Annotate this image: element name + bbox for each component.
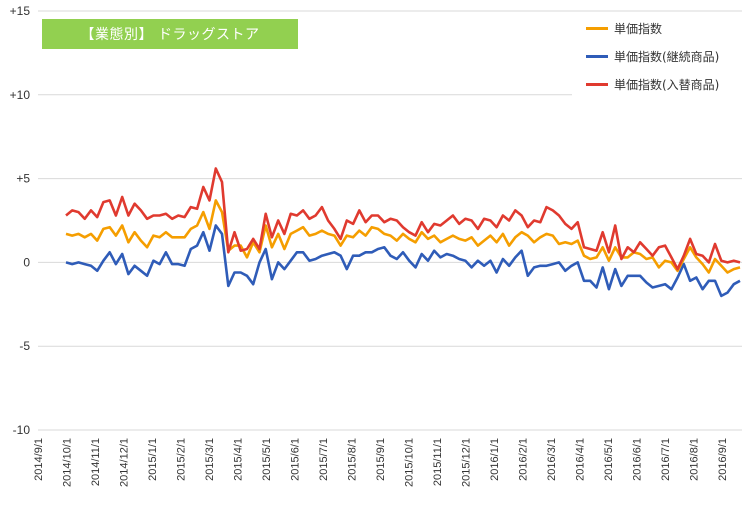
x-tick-label: 2016/9/1 [717, 438, 729, 481]
x-tick-label: 2015/6/1 [290, 438, 302, 481]
legend-swatch-replaced [586, 82, 608, 86]
y-tick-label: -10 [13, 423, 31, 437]
legend-swatch-unit-price [586, 26, 608, 30]
x-tick-label: 2015/4/1 [233, 438, 245, 481]
x-tick-label: 2015/1/1 [147, 438, 159, 481]
legend: 単価指数 単価指数(継続商品) 単価指数(入替商品) [572, 14, 744, 98]
chart-title: 【業態別】 ドラッグストア [42, 19, 298, 49]
x-tick-label: 2015/2/1 [176, 438, 188, 481]
series-line-1 [65, 224, 741, 298]
series-line-2 [65, 167, 741, 271]
x-tick-label: 2015/11/1 [432, 438, 444, 486]
x-tick-label: 2016/2/1 [518, 438, 530, 481]
x-tick-label: 2016/8/1 [689, 438, 701, 481]
legend-item-unit-price: 単価指数 [572, 14, 744, 42]
x-tick-label: 2016/5/1 [603, 438, 615, 481]
x-tick-label: 2016/3/1 [546, 438, 558, 481]
legend-label-replaced: 単価指数(入替商品) [614, 77, 720, 92]
x-tick-label: 2015/8/1 [347, 438, 359, 481]
y-tick-label: +15 [10, 4, 31, 18]
chart-title-text: 【業態別】 ドラッグストア [80, 27, 260, 43]
x-tick-label: 2016/7/1 [660, 438, 672, 481]
x-tick-label: 2014/10/1 [62, 438, 74, 487]
x-tick-label: 2015/12/1 [461, 438, 473, 487]
x-tick-label: 2014/9/1 [33, 438, 45, 481]
x-tick-label: 2015/3/1 [204, 438, 216, 481]
x-tick-label: 2015/9/1 [375, 438, 387, 481]
y-tick-label: -5 [19, 339, 30, 353]
x-tick-label: 2014/11/1 [90, 438, 102, 486]
legend-item-replaced: 単価指数(入替商品) [572, 70, 744, 98]
series-line-0 [65, 199, 741, 274]
y-tick-label: +10 [10, 88, 31, 102]
legend-item-continued: 単価指数(継続商品) [572, 42, 744, 70]
x-tick-label: 2016/6/1 [632, 438, 644, 481]
legend-label-unit-price: 単価指数 [614, 21, 663, 36]
x-tick-label: 2015/5/1 [261, 438, 273, 481]
x-tick-label: 2014/12/1 [119, 438, 131, 487]
x-tick-label: 2015/7/1 [318, 438, 330, 481]
y-tick-label: 0 [23, 255, 30, 269]
x-tick-label: 2016/1/1 [489, 438, 501, 481]
legend-label-continued: 単価指数(継続商品) [614, 49, 720, 64]
y-tick-label: +5 [16, 172, 30, 186]
x-tick-label: 2015/10/1 [404, 438, 416, 487]
legend-swatch-continued [586, 54, 608, 58]
x-tick-label: 2016/4/1 [575, 438, 587, 481]
